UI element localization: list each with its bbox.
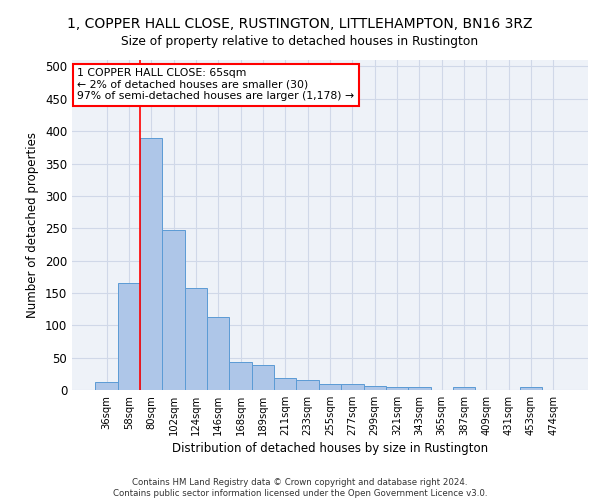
Bar — [163, 230, 185, 390]
Bar — [140, 138, 163, 390]
Text: Contains HM Land Registry data © Crown copyright and database right 2024.
Contai: Contains HM Land Registry data © Crown c… — [113, 478, 487, 498]
Bar — [274, 378, 296, 390]
X-axis label: Distribution of detached houses by size in Rustington: Distribution of detached houses by size … — [172, 442, 488, 455]
Bar — [386, 387, 408, 390]
Bar — [520, 387, 542, 390]
Bar — [185, 288, 207, 390]
Bar — [364, 386, 386, 390]
Bar — [229, 362, 252, 390]
Bar — [453, 387, 475, 390]
Text: Size of property relative to detached houses in Rustington: Size of property relative to detached ho… — [121, 35, 479, 48]
Bar — [341, 384, 364, 390]
Y-axis label: Number of detached properties: Number of detached properties — [26, 132, 40, 318]
Bar — [207, 317, 229, 390]
Bar — [319, 384, 341, 390]
Text: 1 COPPER HALL CLOSE: 65sqm
← 2% of detached houses are smaller (30)
97% of semi-: 1 COPPER HALL CLOSE: 65sqm ← 2% of detac… — [77, 68, 354, 102]
Bar — [252, 365, 274, 390]
Text: 1, COPPER HALL CLOSE, RUSTINGTON, LITTLEHAMPTON, BN16 3RZ: 1, COPPER HALL CLOSE, RUSTINGTON, LITTLE… — [67, 18, 533, 32]
Bar — [118, 283, 140, 390]
Bar — [296, 380, 319, 390]
Bar — [408, 388, 431, 390]
Bar — [95, 382, 118, 390]
